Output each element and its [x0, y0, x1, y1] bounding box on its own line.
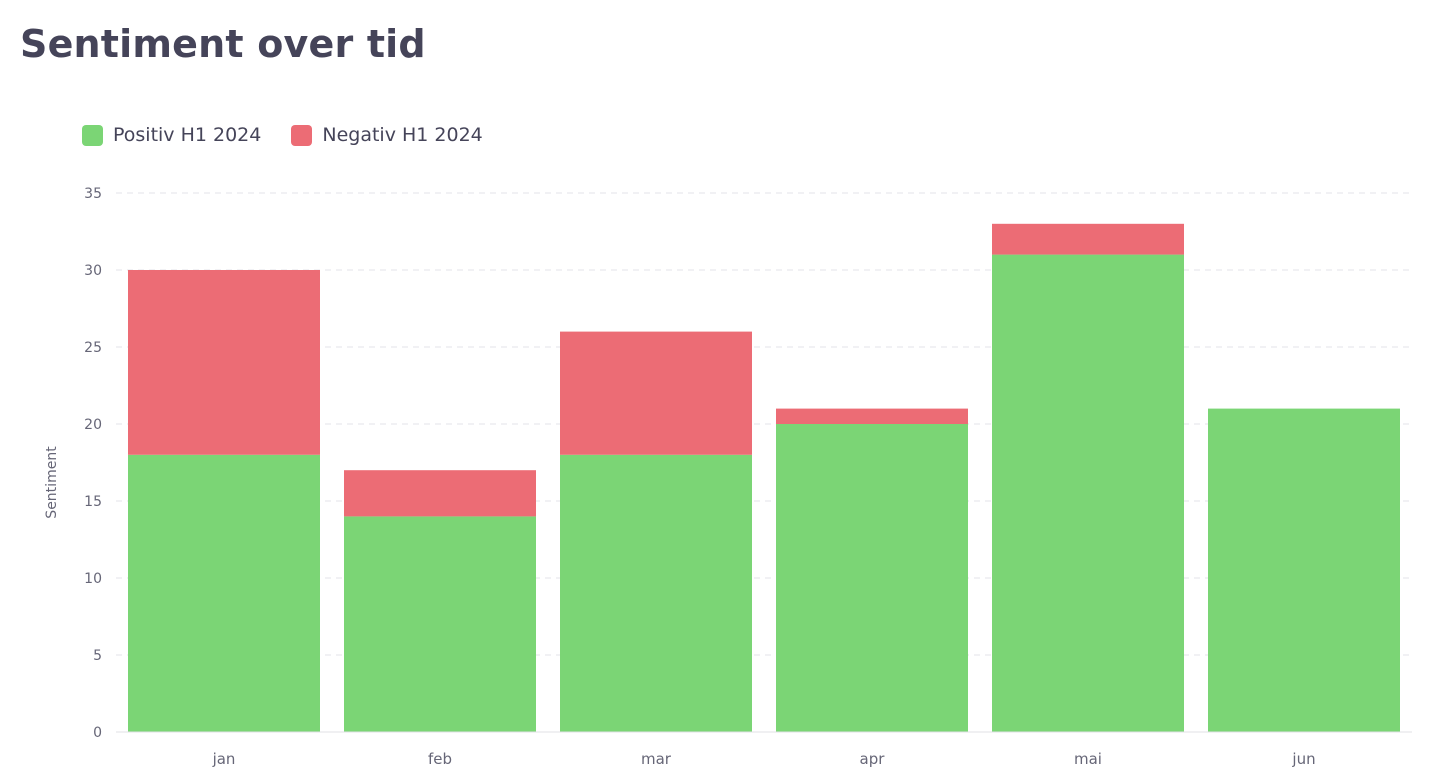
chart-title: Sentiment over tid — [20, 22, 426, 66]
y-tick-label-5: 5 — [93, 648, 102, 664]
bar-positive-mai[interactable] — [992, 254, 1184, 732]
y-tick-label-25: 25 — [84, 340, 102, 356]
legend-swatch-negative — [291, 124, 313, 146]
x-tick-label-mai: mai — [1074, 750, 1102, 768]
bar-negative-apr[interactable] — [776, 408, 968, 424]
x-tick-label-jan: jan — [212, 750, 236, 768]
bar-negative-jan[interactable] — [128, 270, 320, 455]
x-tick-label-mar: mar — [641, 750, 672, 768]
x-tick-label-jun: jun — [1291, 750, 1315, 768]
y-axis-label: Sentiment — [44, 446, 60, 519]
y-tick-label-10: 10 — [84, 571, 102, 587]
legend-item-negative[interactable]: Negativ H1 2024 — [291, 124, 483, 146]
legend-label-positive: Positiv H1 2024 — [113, 124, 262, 146]
y-tick-label-15: 15 — [84, 494, 102, 510]
bar-positive-jan[interactable] — [128, 454, 320, 732]
y-tick-label-35: 35 — [84, 186, 102, 202]
y-tick-label-0: 0 — [93, 725, 102, 741]
y-tick-label-30: 30 — [84, 263, 102, 279]
legend-item-positive[interactable]: Positiv H1 2024 — [82, 124, 261, 146]
bar-positive-mar[interactable] — [560, 454, 752, 732]
legend-swatch-positive — [82, 124, 103, 146]
y-tick-label-20: 20 — [84, 417, 102, 433]
bar-negative-feb[interactable] — [344, 470, 536, 517]
bar-positive-jun[interactable] — [1208, 408, 1400, 732]
x-tick-label-feb: feb — [428, 750, 452, 768]
bar-positive-apr[interactable] — [776, 424, 968, 732]
chart-legend: Positiv H1 2024 Negativ H1 2024 — [82, 124, 483, 146]
legend-label-negative: Negativ H1 2024 — [322, 124, 483, 146]
x-tick-label-apr: apr — [860, 750, 886, 768]
bar-negative-mai[interactable] — [992, 223, 1184, 255]
bar-positive-feb[interactable] — [344, 516, 536, 732]
bar-negative-mar[interactable] — [560, 331, 752, 455]
